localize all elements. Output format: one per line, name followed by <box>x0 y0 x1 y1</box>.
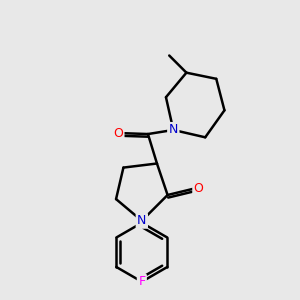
Text: F: F <box>138 275 146 288</box>
Text: N: N <box>169 124 178 136</box>
Text: O: O <box>113 127 123 140</box>
Text: O: O <box>194 182 204 195</box>
Text: N: N <box>137 214 146 227</box>
